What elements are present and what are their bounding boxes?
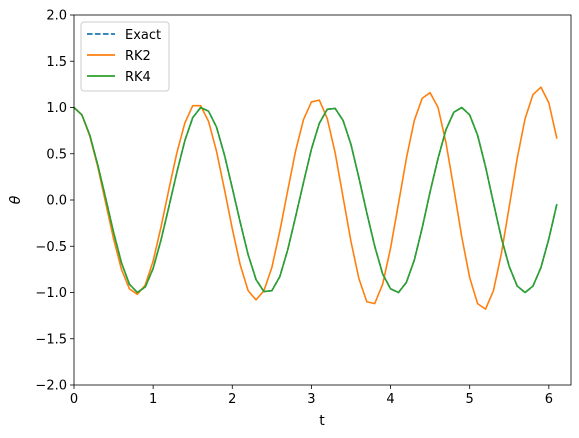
series-line-rk2 bbox=[73, 86, 558, 310]
x-tick-label: 6 bbox=[545, 392, 553, 407]
y-tick-label: −0.5 bbox=[35, 240, 67, 255]
x-tick-label: 2 bbox=[228, 392, 236, 407]
y-tick-label: 0.5 bbox=[46, 147, 67, 162]
y-tick-label: 2.0 bbox=[46, 9, 67, 24]
x-tick-label: 0 bbox=[70, 392, 78, 407]
y-tick-label: 0.0 bbox=[46, 194, 67, 209]
x-axis-label: t bbox=[319, 413, 325, 429]
y-tick-label: 1.0 bbox=[46, 101, 67, 116]
legend-label-rk4: RK4 bbox=[125, 70, 151, 85]
legend-box bbox=[80, 21, 170, 92]
series-line-rk4 bbox=[73, 106, 558, 294]
y-axis-ticks: −2.0 −1.5 −1.0 −0.5 0.0 0.5 1.0 1.5 2.0 bbox=[35, 9, 74, 394]
x-tick-label: 4 bbox=[386, 392, 394, 407]
legend-label-rk2: RK2 bbox=[125, 49, 151, 64]
y-tick-label: −1.5 bbox=[35, 332, 67, 347]
y-tick-label: −1.0 bbox=[35, 286, 67, 301]
x-axis-ticks: 0 1 2 3 4 5 6 bbox=[70, 385, 553, 407]
legend: Exact RK2 RK4 bbox=[80, 21, 170, 92]
y-tick-label: 1.5 bbox=[46, 55, 67, 70]
legend-label-exact: Exact bbox=[125, 28, 161, 43]
x-tick-label: 3 bbox=[307, 392, 315, 407]
x-tick-label: 1 bbox=[149, 392, 157, 407]
series-layer bbox=[73, 86, 558, 310]
x-tick-label: 5 bbox=[466, 392, 474, 407]
y-tick-label: −2.0 bbox=[35, 379, 67, 394]
y-axis-label: θ bbox=[8, 195, 24, 204]
